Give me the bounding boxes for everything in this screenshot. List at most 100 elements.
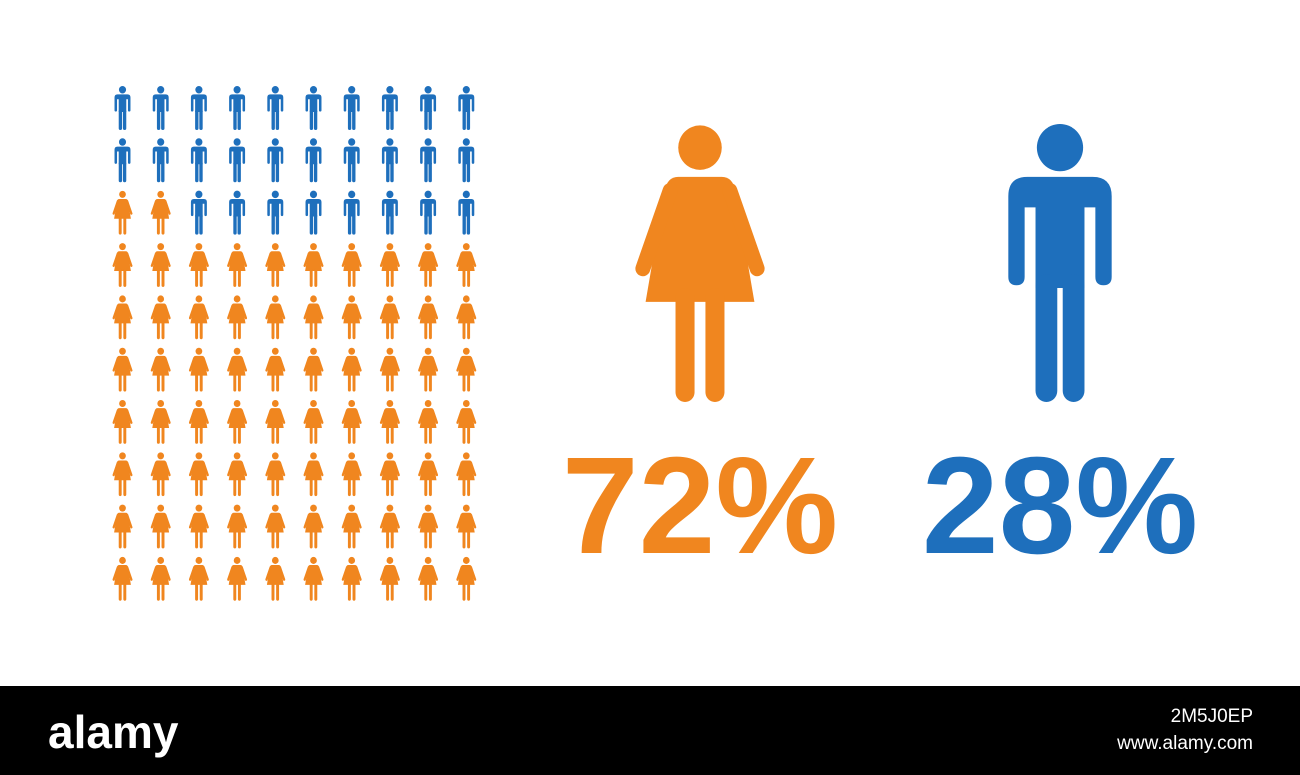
leg xyxy=(314,478,318,497)
arm xyxy=(227,356,234,372)
leg xyxy=(199,321,203,340)
leg xyxy=(118,373,122,392)
torso xyxy=(458,198,475,217)
leg xyxy=(309,425,313,444)
arm xyxy=(164,461,171,477)
leg xyxy=(195,109,199,130)
head xyxy=(424,452,432,460)
dress xyxy=(457,408,475,428)
leg xyxy=(195,582,199,601)
person-icon xyxy=(227,504,248,549)
head xyxy=(233,190,241,199)
person-icon xyxy=(379,504,400,549)
dress xyxy=(381,408,399,428)
leg xyxy=(309,582,313,601)
leg xyxy=(347,268,351,287)
dress xyxy=(114,565,131,585)
leg xyxy=(467,321,471,340)
head xyxy=(309,86,318,94)
head xyxy=(271,243,279,251)
arm xyxy=(164,252,171,267)
arm xyxy=(355,513,362,529)
arm xyxy=(456,356,463,372)
head xyxy=(424,86,432,94)
torso xyxy=(1008,176,1112,289)
head xyxy=(462,347,470,355)
arm xyxy=(240,252,248,267)
dress xyxy=(228,408,246,428)
arm xyxy=(303,409,311,424)
head xyxy=(1036,124,1084,172)
arm xyxy=(112,252,120,267)
person-icon xyxy=(343,190,360,235)
head xyxy=(119,295,126,303)
arm xyxy=(393,304,400,320)
leg xyxy=(199,373,203,392)
leg xyxy=(467,582,471,601)
dress xyxy=(419,565,437,585)
arm xyxy=(240,566,248,581)
head xyxy=(424,243,432,251)
person-icon xyxy=(420,190,437,235)
torso xyxy=(152,146,169,165)
torso xyxy=(458,94,475,112)
torso xyxy=(190,198,207,217)
arm xyxy=(303,461,311,477)
arm xyxy=(431,304,439,320)
leg xyxy=(352,109,356,130)
dress xyxy=(305,408,322,428)
dress xyxy=(266,251,284,272)
leg xyxy=(161,216,165,235)
arm xyxy=(112,409,120,424)
arm xyxy=(418,356,425,372)
head xyxy=(462,556,470,564)
leg xyxy=(161,268,165,287)
leg xyxy=(156,268,160,287)
person-icon xyxy=(188,452,209,497)
dress xyxy=(645,176,755,302)
leg xyxy=(390,582,394,601)
arm xyxy=(316,252,324,267)
leg xyxy=(161,582,165,601)
person-icon xyxy=(456,556,477,601)
torso xyxy=(190,146,207,165)
arm xyxy=(202,461,209,477)
head xyxy=(348,347,356,355)
leg xyxy=(467,478,471,497)
arm xyxy=(150,409,158,424)
arm xyxy=(303,566,311,581)
arm xyxy=(393,566,400,581)
leg xyxy=(467,425,471,444)
arm xyxy=(418,461,425,477)
person-icon xyxy=(190,138,207,183)
person-icon xyxy=(227,295,248,340)
head xyxy=(157,556,165,564)
leg xyxy=(195,162,199,183)
leg xyxy=(386,530,390,549)
dress xyxy=(343,303,361,324)
person-icon xyxy=(418,347,439,392)
arm xyxy=(379,356,387,372)
head xyxy=(271,295,279,303)
head xyxy=(271,86,279,94)
leg xyxy=(462,321,466,340)
dress xyxy=(190,408,208,428)
arm xyxy=(278,304,286,320)
arm xyxy=(456,252,463,267)
torso xyxy=(381,146,398,165)
leg xyxy=(462,214,466,235)
arm xyxy=(112,566,120,581)
person-icon xyxy=(265,295,286,340)
leg xyxy=(424,530,428,549)
dress xyxy=(152,460,170,481)
head xyxy=(119,452,126,460)
arm xyxy=(316,356,324,372)
head xyxy=(462,138,470,146)
head xyxy=(386,295,394,303)
leg xyxy=(275,162,280,183)
arm xyxy=(456,461,463,477)
person-icon xyxy=(305,138,322,183)
person-icon xyxy=(188,556,209,601)
leg xyxy=(309,373,313,392)
